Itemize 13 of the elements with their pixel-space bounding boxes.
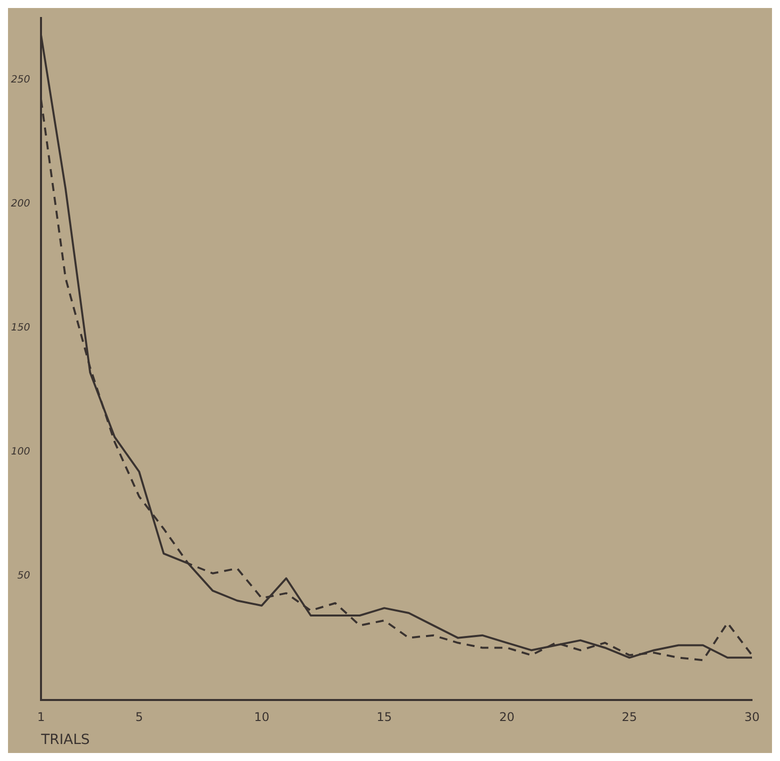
y-tick-label: 150: [10, 322, 30, 334]
x-tick-label: 20: [499, 710, 514, 724]
x-axis-title: TRIALS: [40, 732, 90, 748]
x-tick-label: 30: [744, 710, 760, 724]
y-tick-label: 50: [17, 570, 30, 582]
x-tick-label: 25: [622, 710, 638, 724]
y-tick-label: 200: [10, 198, 30, 210]
x-tick-label: 10: [254, 710, 270, 724]
y-tick-label: 250: [10, 74, 30, 86]
x-tick-label: 1: [37, 710, 45, 724]
y-tick-label: 100: [10, 446, 30, 458]
x-tick-label: 5: [135, 710, 143, 724]
x-tick-label: 15: [376, 710, 392, 724]
